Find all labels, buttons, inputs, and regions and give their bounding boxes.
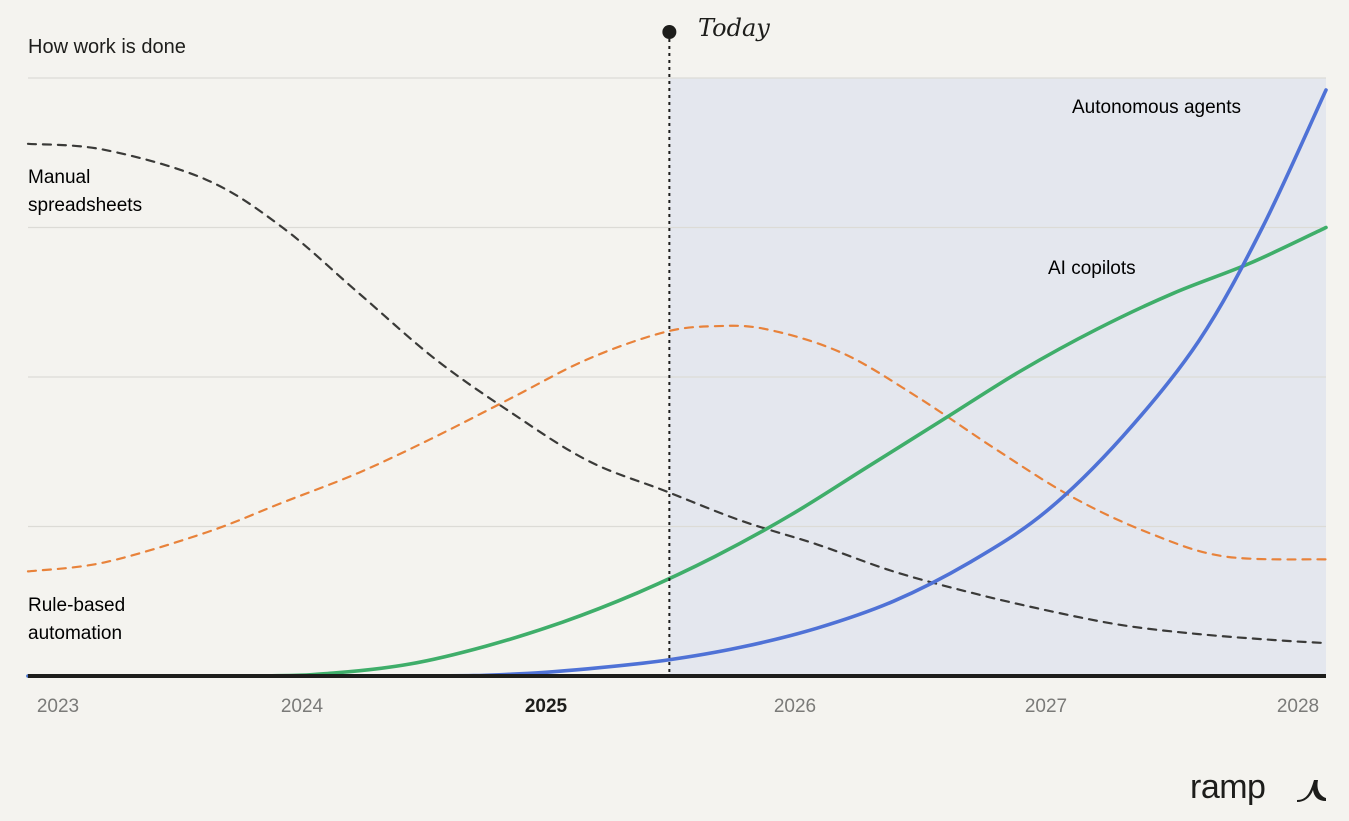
series-label-rule-based-automation: Rule-based automation bbox=[28, 592, 125, 648]
chart-title: How work is done bbox=[28, 36, 186, 58]
series-label-line: AI copilots bbox=[1048, 258, 1136, 279]
series-label-line: Manual bbox=[28, 167, 91, 188]
today-label: Today bbox=[698, 14, 770, 42]
series-line-manual-spreadsheets bbox=[26, 142, 1328, 645]
brand-logo-text: ramp bbox=[1190, 768, 1266, 806]
series-label-line: Rule-based bbox=[28, 595, 126, 616]
ramp-logo-icon bbox=[1297, 780, 1326, 802]
series-label-line: spreadsheets bbox=[28, 195, 143, 216]
x-tick-label: 2026 bbox=[773, 696, 817, 717]
x-tick-label: 2025 bbox=[524, 696, 568, 717]
series-label-line: Autonomous agents bbox=[1072, 97, 1242, 118]
series-label-ai-copilots: AI copilots bbox=[1048, 255, 1136, 283]
x-tick-label: 2023 bbox=[36, 696, 80, 717]
today-marker-dot bbox=[662, 25, 677, 39]
series-label-manual-spreadsheets: Manual spreadsheets bbox=[28, 164, 142, 220]
x-tick-label: 2028 bbox=[1276, 696, 1320, 717]
series-label-line: automation bbox=[28, 623, 123, 644]
series-label-autonomous-agents: Autonomous agents bbox=[1072, 94, 1241, 122]
x-tick-label: 2027 bbox=[1024, 696, 1068, 717]
series-line-ai-copilots bbox=[26, 225, 1328, 679]
x-tick-label: 2024 bbox=[280, 696, 324, 717]
